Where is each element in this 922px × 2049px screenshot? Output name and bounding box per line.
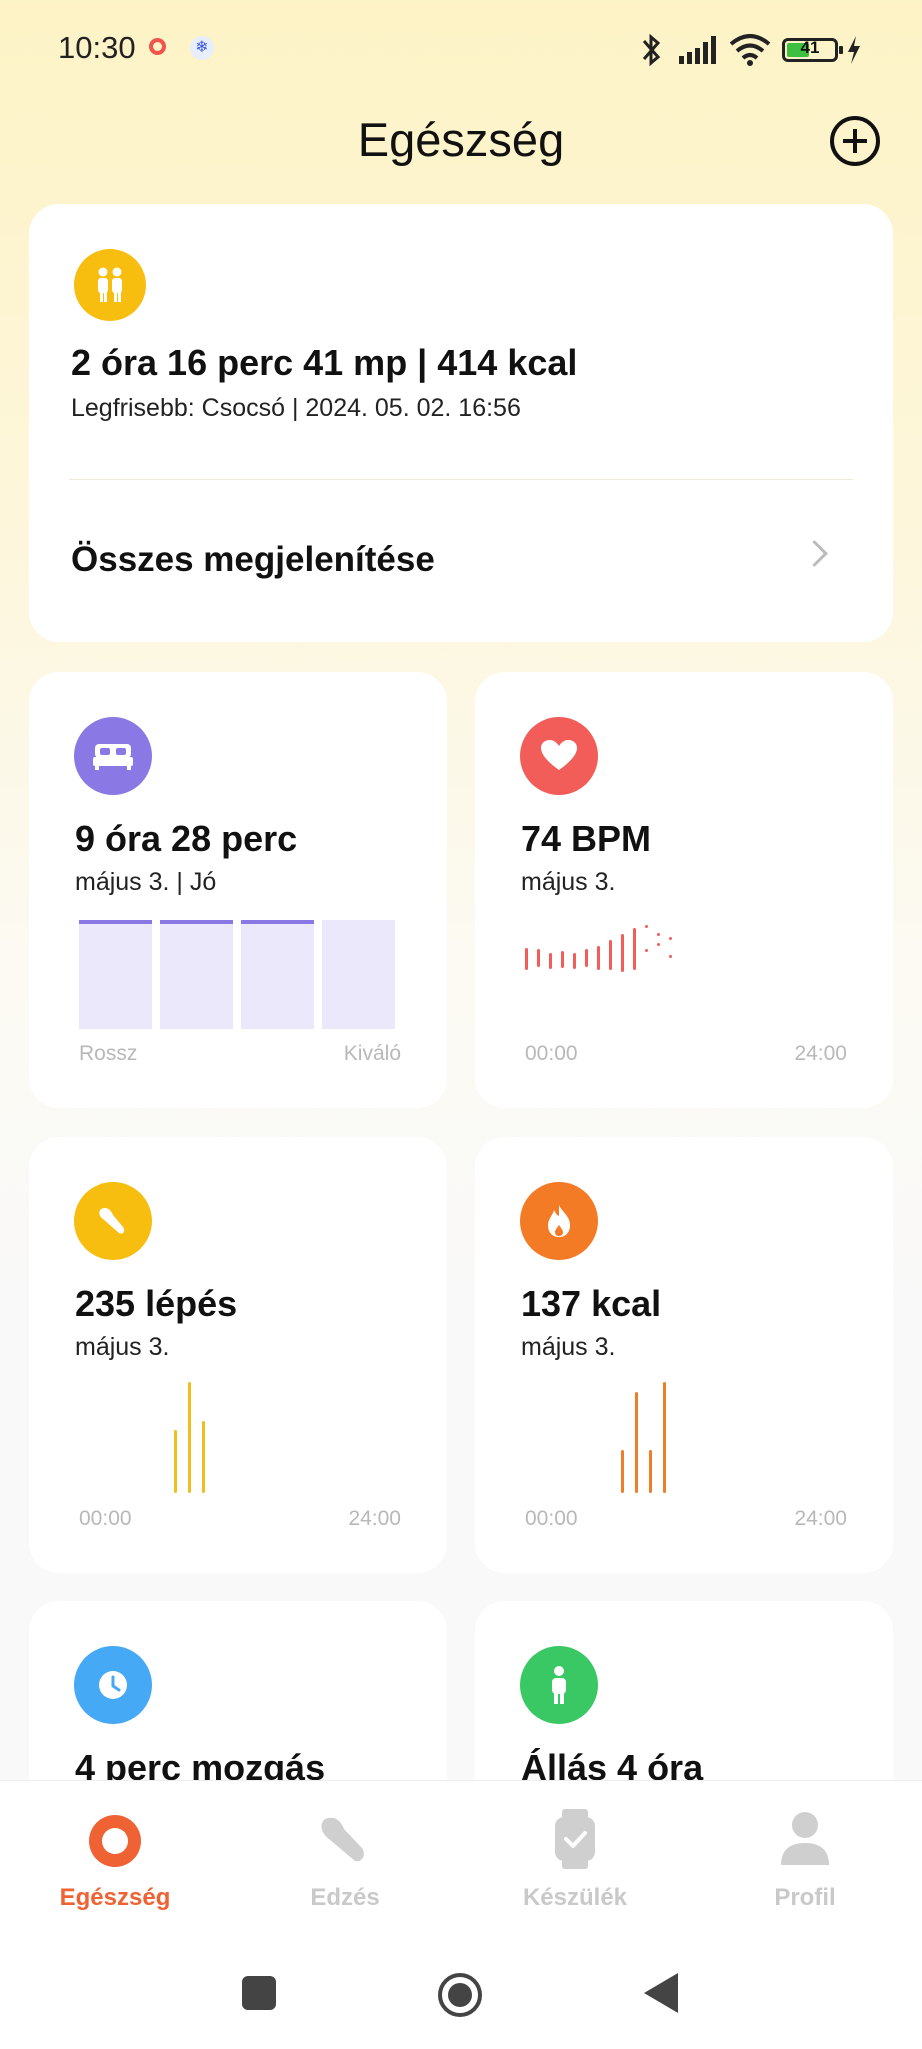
heart-icon (520, 717, 598, 795)
heart-value: 74 BPM (521, 818, 652, 859)
charging-icon (846, 36, 862, 69)
heart-rate-bar (585, 949, 588, 967)
calories-bar (635, 1392, 638, 1493)
calories-card[interactable]: 137 kcal május 3. 00:00 24:00 (475, 1137, 893, 1573)
steps-bar (202, 1421, 205, 1493)
heart-rate-bar (609, 940, 612, 970)
steps-sub: május 3. (75, 1333, 170, 1361)
standing-person-icon (520, 1646, 598, 1724)
calories-bar (663, 1382, 666, 1493)
calories-axis-right: 24:00 (794, 1507, 847, 1530)
activity-badge-icon (74, 249, 146, 321)
heart-rate-bar (549, 953, 552, 969)
calories-bar (621, 1450, 624, 1493)
heart-sub: május 3. (521, 868, 616, 896)
person-icon (779, 1811, 831, 1872)
calories-chart (525, 1380, 845, 1493)
heart-rate-bar (633, 928, 636, 970)
home-button[interactable] (436, 1971, 484, 2024)
show-all-link[interactable]: Összes megjelenítése (71, 540, 435, 579)
heart-rate-dot (657, 943, 660, 946)
nav-item-health[interactable]: Egészség (0, 1781, 230, 1921)
add-button[interactable] (830, 116, 880, 166)
activity-summary: 2 óra 16 perc 41 mp | 414 kcal (71, 342, 578, 383)
watch-icon (553, 1809, 597, 1874)
sleep-axis-right: Kiváló (343, 1042, 401, 1065)
steps-value: 235 lépés (75, 1283, 238, 1324)
page-title: Egészség (357, 113, 565, 166)
battery-level: 41 (800, 38, 820, 57)
record-icon (149, 38, 166, 55)
sleep-axis-left: Rossz (79, 1042, 138, 1065)
sleep-level-bar (79, 920, 152, 1029)
heart-rate-bar (561, 951, 564, 968)
heart-rate-bar (525, 948, 528, 970)
heart-rate-dot (645, 949, 648, 952)
steps-card[interactable]: 235 lépés május 3. 00:00 24:00 (29, 1137, 447, 1573)
chevron-right-icon (801, 540, 828, 567)
heart-rate-chart (525, 912, 675, 980)
recents-button[interactable] (242, 1976, 276, 2015)
back-button[interactable] (644, 1973, 680, 2018)
heart-rate-bar (597, 946, 600, 970)
nav-item-device[interactable]: Készülék (460, 1781, 690, 1921)
signal-icon (678, 36, 720, 69)
sleep-level-bar (160, 920, 233, 1029)
heart-rate-dot (645, 925, 648, 928)
steps-chart (79, 1380, 399, 1493)
sleep-quality-chart (79, 920, 399, 1029)
nav-label: Készülék (522, 1884, 628, 1911)
calories-bar (649, 1450, 652, 1493)
nav-item-workout[interactable]: Edzés (230, 1781, 460, 1921)
clock-icon (74, 1646, 152, 1724)
heart-rate-card[interactable]: 74 BPM május 3. 00:00 24:00 (475, 672, 893, 1108)
sleep-level-bar (322, 920, 395, 1029)
shoe-icon (317, 1815, 373, 1872)
sleep-value: 9 óra 28 perc (75, 818, 298, 859)
battery-icon: 41 (782, 38, 843, 62)
activity-card[interactable]: 2 óra 16 perc 41 mp | 414 kcal Legfriseb… (29, 204, 893, 642)
steps-bar (188, 1382, 191, 1493)
heart-rate-dot (669, 937, 672, 940)
sleep-card[interactable]: 9 óra 28 perc május 3. | Jó Rossz Kiváló (29, 672, 447, 1108)
sleep-level-bar (241, 920, 314, 1029)
nav-item-profile[interactable]: Profil (690, 1781, 920, 1921)
heart-rate-dot (669, 955, 672, 958)
bed-icon (74, 717, 152, 795)
heart-axis-left: 00:00 (525, 1042, 578, 1065)
shoe-icon (74, 1182, 152, 1260)
heart-rate-dot (657, 933, 660, 936)
steps-bar (174, 1430, 177, 1493)
steps-axis-left: 00:00 (79, 1507, 132, 1530)
sleep-sub: május 3. | Jó (75, 868, 217, 896)
wifi-icon (729, 34, 771, 71)
bottom-navigation: Egészség Edzés Készülék Profil (0, 1780, 922, 2049)
nav-label: Egészség (59, 1884, 171, 1911)
bluetooth-icon (636, 32, 666, 73)
nav-label: Profil (774, 1884, 836, 1911)
activity-latest: Legfrisebb: Csocsó | 2024. 05. 02. 16:56 (71, 394, 521, 422)
heart-rate-bar (621, 934, 624, 972)
steps-axis-right: 24:00 (348, 1507, 401, 1530)
divider (69, 479, 853, 480)
heart-rate-bar (537, 949, 540, 967)
calories-axis-left: 00:00 (525, 1507, 578, 1530)
snowflake-icon: ❄ (190, 36, 214, 60)
calories-value: 137 kcal (521, 1283, 662, 1324)
nav-label: Edzés (310, 1884, 380, 1911)
calories-sub: május 3. (521, 1333, 616, 1361)
flame-icon (520, 1182, 598, 1260)
health-ring-icon (87, 1813, 143, 1874)
heart-axis-right: 24:00 (794, 1042, 847, 1065)
status-time: 10:30 (58, 30, 136, 65)
heart-rate-bar (573, 953, 576, 969)
